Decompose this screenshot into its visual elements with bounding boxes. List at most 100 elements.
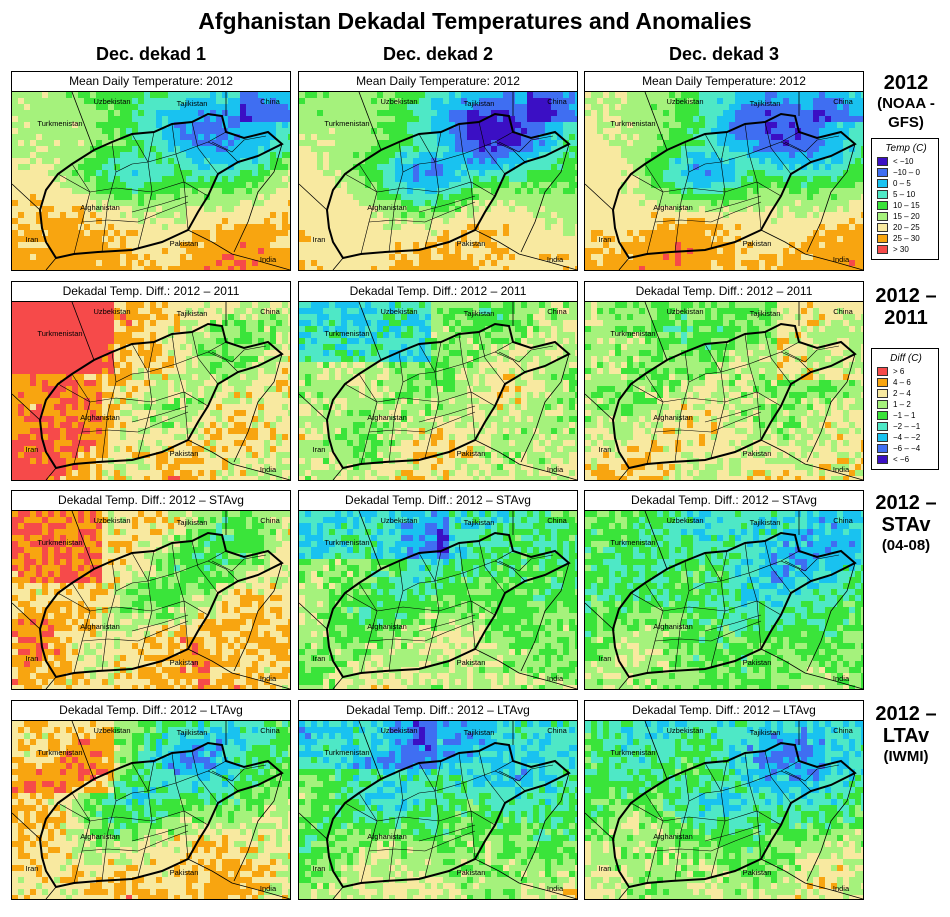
legend-item: 15 – 20: [877, 211, 935, 222]
place-label-uzbekistan: Uzbekistan: [93, 307, 130, 316]
map-raster: Uzbekistan Tajikistan China Turkmenistan Afg…: [299, 511, 577, 689]
map-area: Uzbekistan Tajikistan China Turkmenistan Afg…: [12, 92, 290, 270]
place-label-turkmenistan: Turkmenistan: [37, 329, 82, 338]
legend-swatch: [877, 444, 888, 453]
legend-label: −4 – −2: [893, 433, 921, 442]
panel-title: Dekadal Temp. Diff.: 2012 – 2011: [299, 282, 577, 302]
map-panel-row2-dekad3: Dekadal Temp. Diff.: 2012 – 2011 Uzbekist…: [584, 281, 864, 481]
place-label-uzbekistan: Uzbekistan: [93, 726, 130, 735]
legend-label: 10 – 15: [893, 201, 920, 210]
place-label-india: India: [260, 465, 277, 474]
place-label-china: China: [260, 726, 280, 735]
legend-item: 5 – 10: [877, 189, 935, 200]
column-header-dekad-3: Dec. dekad 3: [668, 44, 780, 64]
map-area: Uzbekistan Tajikistan China Turkmenistan Afg…: [12, 721, 290, 899]
figure-title: Afghanistan Dekadal Temperatures and Ano…: [198, 8, 752, 34]
place-label-pakistan: Pakistan: [170, 449, 199, 458]
map-area: Uzbekistan Tajikistan China Turkmenistan Afg…: [299, 92, 577, 270]
place-label-india: India: [547, 465, 564, 474]
raster-cells: [12, 302, 290, 480]
map-area: Uzbekistan Tajikistan China Turkmenistan Afg…: [585, 92, 863, 270]
place-label-pakistan: Pakistan: [457, 658, 486, 667]
legend-item: −2 – −1: [877, 421, 935, 432]
legend-label: < −10: [893, 157, 914, 166]
legend-label: 25 – 30: [893, 234, 920, 243]
panel-title: Mean Daily Temperature: 2012: [585, 72, 863, 92]
place-label-tajikistan: Tajikistan: [750, 518, 781, 527]
place-label-china: China: [833, 726, 853, 735]
place-label-pakistan: Pakistan: [457, 868, 486, 877]
map-area: Uzbekistan Tajikistan China Turkmenistan Afg…: [299, 721, 577, 899]
place-label-tajikistan: Tajikistan: [750, 728, 781, 737]
place-label-tajikistan: Tajikistan: [177, 99, 208, 108]
column-header-dekad-2: Dec. dekad 2: [382, 44, 494, 64]
place-label-afghanistan: Afghanistan: [653, 832, 693, 841]
place-label-pakistan: Pakistan: [743, 868, 772, 877]
place-label-iran: Iran: [26, 654, 39, 663]
place-label-iran: Iran: [313, 235, 326, 244]
map-panel-row4-dekad2: Dekadal Temp. Diff.: 2012 – LTAvg Uzbekis…: [298, 700, 578, 900]
place-label-pakistan: Pakistan: [743, 449, 772, 458]
place-label-china: China: [547, 726, 567, 735]
map-panel-row2-dekad2: Dekadal Temp. Diff.: 2012 – 2011 Uzbekist…: [298, 281, 578, 481]
legend-label: −10 – 0: [893, 168, 920, 177]
raster-cells: [585, 92, 863, 270]
legend-swatch: [877, 455, 888, 464]
place-label-turkmenistan: Turkmenistan: [324, 538, 369, 547]
panel-title: Dekadal Temp. Diff.: 2012 – LTAvg: [585, 701, 863, 721]
legend-label: −2 – −1: [893, 422, 921, 431]
place-label-iran: Iran: [599, 864, 612, 873]
place-label-afghanistan: Afghanistan: [80, 832, 120, 841]
place-label-uzbekistan: Uzbekistan: [666, 97, 703, 106]
place-label-tajikistan: Tajikistan: [177, 728, 208, 737]
place-label-afghanistan: Afghanistan: [653, 203, 693, 212]
place-label-iran: Iran: [313, 445, 326, 454]
place-label-india: India: [833, 884, 850, 893]
place-label-afghanistan: Afghanistan: [367, 622, 407, 631]
legend-item: > 6: [877, 366, 935, 377]
legend-item: 25 – 30: [877, 233, 935, 244]
row-label-main: 2012 –STAv: [875, 492, 937, 536]
legend-label: > 30: [893, 245, 909, 254]
map-panel-row3-dekad3: Dekadal Temp. Diff.: 2012 – STAvg Uzbekis…: [584, 490, 864, 690]
legend-swatch: [877, 223, 888, 232]
legend-item: −1 – 1: [877, 410, 935, 421]
row-label-3: 2012 –STAv (04-08): [866, 492, 946, 555]
place-label-turkmenistan: Turkmenistan: [37, 119, 82, 128]
place-label-iran: Iran: [313, 864, 326, 873]
place-label-uzbekistan: Uzbekistan: [380, 516, 417, 525]
place-label-tajikistan: Tajikistan: [750, 309, 781, 318]
panel-title: Dekadal Temp. Diff.: 2012 – STAvg: [585, 491, 863, 511]
legend-item: < −6: [877, 454, 935, 465]
boundaries: [12, 92, 290, 270]
legend-item: > 30: [877, 244, 935, 255]
legend-swatch: [877, 234, 888, 243]
place-label-india: India: [833, 465, 850, 474]
panel-title: Dekadal Temp. Diff.: 2012 – LTAvg: [12, 701, 290, 721]
place-label-turkmenistan: Turkmenistan: [324, 748, 369, 757]
map-panel-row1-dekad1: Mean Daily Temperature: 2012 Uzbekistan Ta…: [11, 71, 291, 271]
difference-legend: Diff (C) > 6 4 – 6 2 – 4 1 – 2 −1 – 1 −2 – −1…: [871, 348, 939, 470]
place-label-afghanistan: Afghanistan: [80, 413, 120, 422]
map-panel-row4-dekad3: Dekadal Temp. Diff.: 2012 – LTAvg Uzbekis…: [584, 700, 864, 900]
raster-cells: [12, 721, 290, 899]
place-label-india: India: [833, 255, 850, 264]
place-label-tajikistan: Tajikistan: [177, 309, 208, 318]
row-label-main: 2012 –2011: [875, 285, 937, 329]
place-label-pakistan: Pakistan: [170, 658, 199, 667]
place-label-iran: Iran: [599, 235, 612, 244]
place-label-india: India: [260, 884, 277, 893]
legend-label: 0 – 5: [893, 179, 911, 188]
legend-swatch: [877, 179, 888, 188]
panel-title: Dekadal Temp. Diff.: 2012 – STAvg: [12, 491, 290, 511]
place-label-china: China: [260, 516, 280, 525]
map-raster: Uzbekistan Tajikistan China Turkmenistan Afg…: [12, 302, 290, 480]
map-panel-row1-dekad2: Mean Daily Temperature: 2012 Uzbekistan Ta…: [298, 71, 578, 271]
map-raster: Uzbekistan Tajikistan China Turkmenistan Afg…: [12, 511, 290, 689]
place-label-pakistan: Pakistan: [743, 239, 772, 248]
place-label-iran: Iran: [26, 445, 39, 454]
place-label-turkmenistan: Turkmenistan: [610, 329, 655, 338]
panel-title: Dekadal Temp. Diff.: 2012 – LTAvg: [299, 701, 577, 721]
legend-swatch: [877, 201, 888, 210]
map-raster: Uzbekistan Tajikistan China Turkmenistan Afg…: [585, 302, 863, 480]
